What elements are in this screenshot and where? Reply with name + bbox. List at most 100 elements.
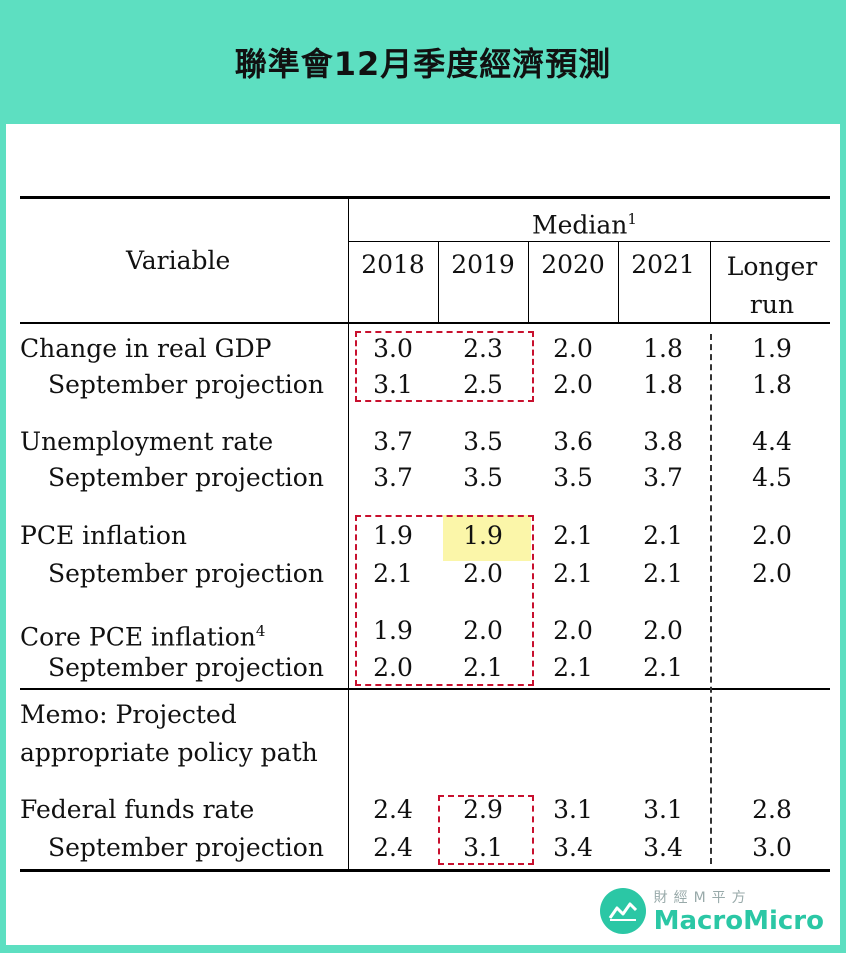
row-cell-1-2: 2.0 bbox=[553, 370, 593, 399]
table-panel: Variable Median1 2018 2019 2020 2021 Lon… bbox=[6, 124, 840, 945]
row-cell-0-3: 1.8 bbox=[643, 334, 683, 363]
logo-en: MacroMicro bbox=[653, 906, 824, 936]
row-cell-5-3: 2.1 bbox=[643, 559, 683, 588]
row-cell-2-1: 3.5 bbox=[463, 427, 503, 456]
top-rule bbox=[20, 196, 830, 199]
header-median: Median1 bbox=[532, 204, 637, 240]
fed-row-cell-0-3: 3.1 bbox=[643, 795, 683, 824]
row-cell-6-0: 1.9 bbox=[373, 616, 413, 645]
header-variable: Variable bbox=[126, 246, 231, 275]
row-cell-6-1: 2.0 bbox=[463, 616, 503, 645]
row-cell-3-3: 3.7 bbox=[643, 463, 683, 492]
label-divider bbox=[348, 196, 349, 870]
row-cell-6-3: 2.0 bbox=[643, 616, 683, 645]
row-cell-0-2: 2.0 bbox=[553, 334, 593, 363]
row-cell-7-2: 2.1 bbox=[553, 653, 593, 682]
row-label-sup-6: 4 bbox=[255, 622, 266, 640]
year-divider-4 bbox=[710, 242, 711, 323]
macromicro-logo-icon bbox=[599, 888, 646, 934]
row-label-5: September projection bbox=[48, 559, 324, 589]
row-cell-1-1: 2.5 bbox=[463, 370, 503, 399]
fed-row-cell-1-4: 3.0 bbox=[752, 833, 792, 862]
row-cell-7-0: 2.0 bbox=[373, 653, 413, 682]
row-cell-3-4: 4.5 bbox=[752, 463, 792, 492]
memo-rule bbox=[20, 688, 830, 690]
row-cell-5-2: 2.1 bbox=[553, 559, 593, 588]
row-label-text-6: Core PCE inflation bbox=[20, 622, 256, 652]
row-label-1: September projection bbox=[48, 370, 324, 400]
row-label-0: Change in real GDP bbox=[20, 334, 271, 364]
fed-row-cell-1-1: 3.1 bbox=[463, 833, 503, 862]
header-year-2019: 2019 bbox=[451, 250, 515, 279]
row-label-text-5: September projection bbox=[48, 559, 324, 588]
row-cell-3-0: 3.7 bbox=[373, 463, 413, 492]
fed-row-label-text-1: September projection bbox=[48, 833, 324, 862]
memo-line-2: appropriate policy path bbox=[20, 738, 318, 767]
row-cell-1-3: 1.8 bbox=[643, 370, 683, 399]
row-cell-1-4: 1.8 bbox=[752, 370, 792, 399]
page-title: 聯準會12月季度經濟預測 bbox=[234, 45, 612, 83]
fed-row-label-text-0: Federal funds rate bbox=[20, 795, 255, 824]
fed-row-cell-0-0: 2.4 bbox=[373, 795, 413, 824]
row-cell-2-0: 3.7 bbox=[373, 427, 413, 456]
row-cell-5-0: 2.1 bbox=[373, 559, 413, 588]
row-label-text-7: September projection bbox=[48, 653, 324, 682]
row-cell-1-0: 3.1 bbox=[373, 370, 413, 399]
row-label-3: September projection bbox=[48, 463, 324, 493]
row-cell-0-0: 3.0 bbox=[373, 334, 413, 363]
row-label-text-4: PCE inflation bbox=[20, 521, 188, 550]
header-year-2018: 2018 bbox=[361, 250, 425, 279]
row-cell-0-1: 2.3 bbox=[463, 334, 503, 363]
header-longer-run-2: run bbox=[749, 290, 795, 319]
macromicro-logo: 財經M平方 MacroMicro bbox=[599, 887, 824, 935]
gdp-dashed-box bbox=[355, 331, 534, 402]
row-cell-2-2: 3.6 bbox=[553, 427, 593, 456]
title-bar: 聯準會12月季度經濟預測 bbox=[0, 0, 846, 124]
year-divider-3 bbox=[618, 242, 619, 323]
row-cell-4-4: 2.0 bbox=[752, 521, 792, 550]
memo-line-1: Memo: Projected bbox=[20, 700, 237, 729]
header-median-text: Median bbox=[532, 210, 628, 240]
fed-funds-dashed-box bbox=[438, 795, 534, 865]
header-median-sup: 1 bbox=[627, 210, 637, 228]
fed-row-cell-0-1: 2.9 bbox=[463, 795, 503, 824]
row-cell-3-2: 3.5 bbox=[553, 463, 593, 492]
fed-row-label-1: September projection bbox=[48, 833, 324, 863]
row-cell-5-1: 2.0 bbox=[463, 559, 503, 588]
row-cell-6-2: 2.0 bbox=[553, 616, 593, 645]
row-cell-4-1: 1.9 bbox=[463, 521, 503, 550]
row-label-2: Unemployment rate bbox=[20, 427, 273, 457]
inflation-dashed-box bbox=[355, 515, 534, 686]
median-rule bbox=[348, 241, 830, 242]
fed-row-cell-1-3: 3.4 bbox=[643, 833, 683, 862]
row-cell-2-4: 4.4 bbox=[752, 427, 792, 456]
longer-run-dashed-divider bbox=[710, 334, 712, 864]
row-label-text-1: September projection bbox=[48, 370, 324, 399]
row-cell-7-3: 2.1 bbox=[643, 653, 683, 682]
fed-row-label-0: Federal funds rate bbox=[20, 795, 254, 825]
year-divider-1 bbox=[438, 242, 439, 323]
fed-row-cell-0-4: 2.8 bbox=[752, 795, 792, 824]
row-cell-4-0: 1.9 bbox=[373, 521, 413, 550]
row-cell-0-4: 1.9 bbox=[752, 334, 792, 363]
row-label-4: PCE inflation bbox=[20, 521, 187, 551]
header-year-2021: 2021 bbox=[631, 250, 695, 279]
row-label-text-2: Unemployment rate bbox=[20, 427, 274, 456]
fed-row-cell-0-2: 3.1 bbox=[553, 795, 593, 824]
row-label-text-3: September projection bbox=[48, 463, 324, 492]
logo-cn: 財經M平方 bbox=[653, 890, 752, 906]
highlight-cell-pce-2019 bbox=[443, 515, 531, 561]
header-year-2020: 2020 bbox=[541, 250, 605, 279]
row-cell-7-1: 2.1 bbox=[463, 653, 503, 682]
row-label-6: Core PCE inflation4 bbox=[20, 616, 265, 652]
row-cell-4-2: 2.1 bbox=[553, 521, 593, 550]
row-cell-3-1: 3.5 bbox=[463, 463, 503, 492]
year-divider-2 bbox=[528, 242, 529, 323]
header-longer-run: Longer bbox=[726, 252, 818, 281]
row-label-7: September projection bbox=[48, 653, 324, 683]
fed-row-cell-1-2: 3.4 bbox=[553, 833, 593, 862]
macromicro-logo-text: 財經M平方 MacroMicro bbox=[654, 887, 824, 935]
row-cell-2-3: 3.8 bbox=[643, 427, 683, 456]
row-label-text-0: Change in real GDP bbox=[20, 334, 272, 363]
fed-row-cell-1-0: 2.4 bbox=[373, 833, 413, 862]
